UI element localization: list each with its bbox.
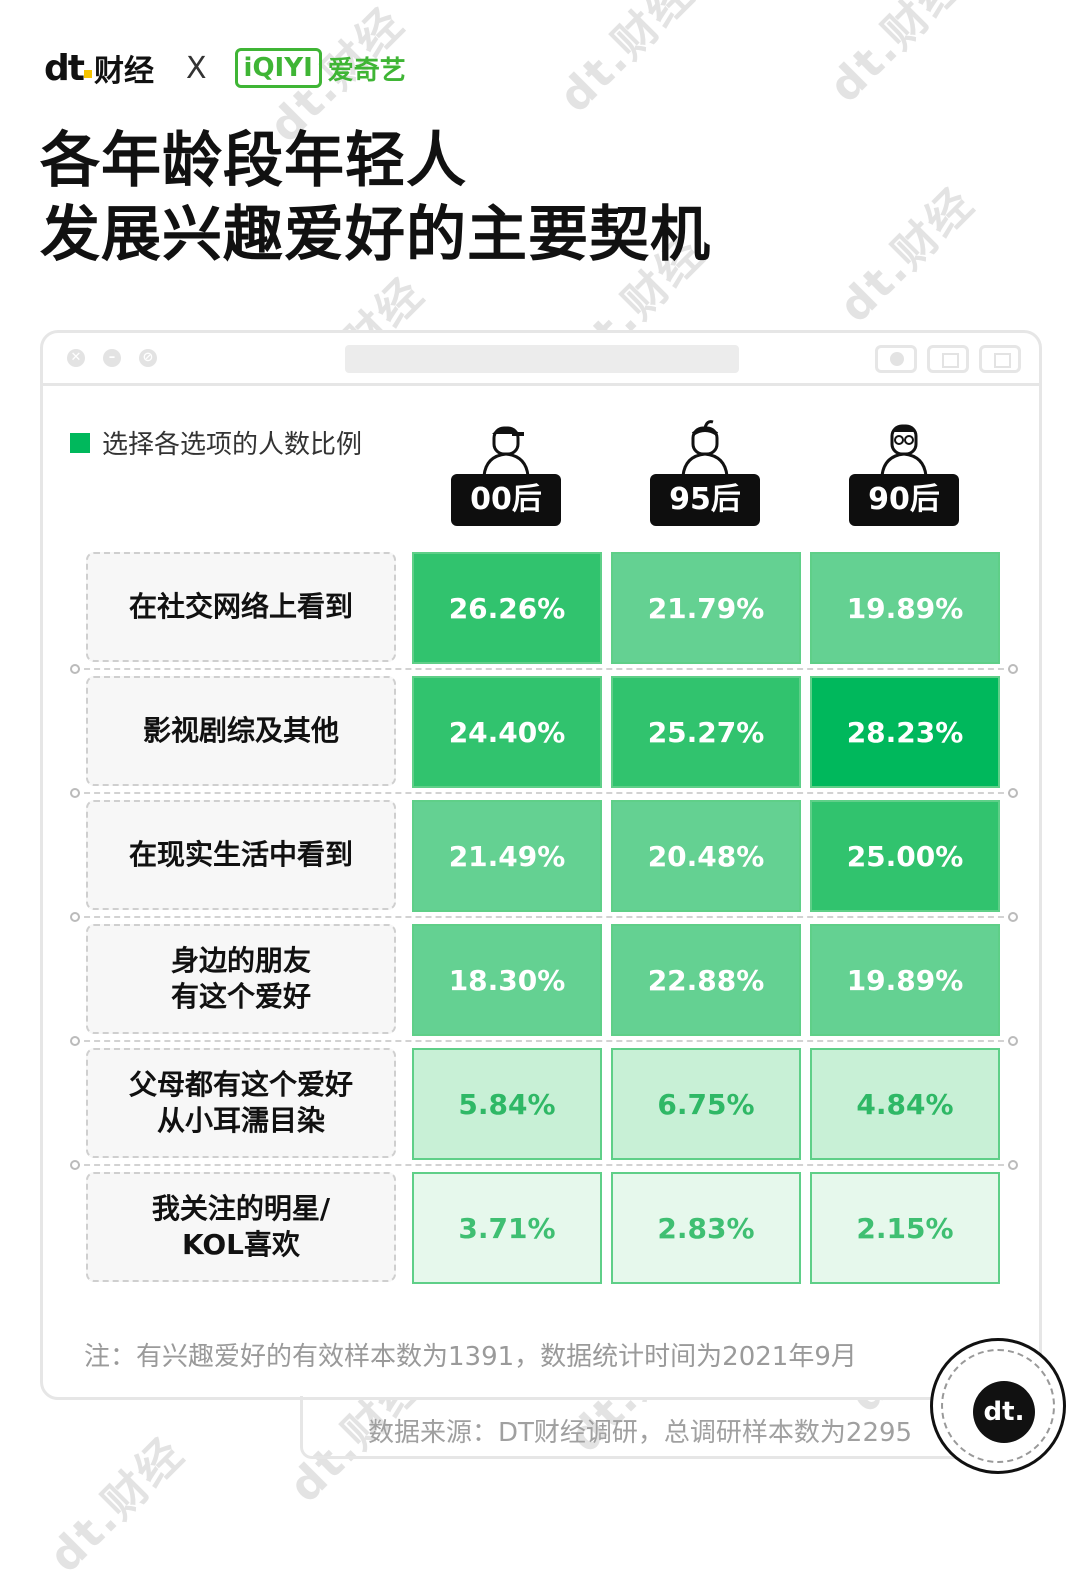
- legend: 选择各选项的人数比例: [70, 424, 362, 461]
- dt-brand-name: 财经: [93, 54, 154, 89]
- row-label: 在社交网络上看到: [86, 552, 396, 662]
- row-divider: [70, 1036, 1018, 1046]
- table-cell: 2.83%: [611, 1172, 801, 1284]
- table-cell: 5.84%: [412, 1048, 602, 1160]
- row-divider: [70, 788, 1018, 798]
- dt-mark: dt: [44, 47, 85, 89]
- person-sprout-icon: [681, 420, 729, 476]
- person-cap-icon: [482, 426, 530, 476]
- legend-label: 选择各选项的人数比例: [102, 430, 363, 460]
- cross-separator: X: [185, 50, 207, 86]
- person-glasses-icon: [880, 424, 928, 476]
- column-header-90: 90后: [849, 420, 959, 526]
- copy-icon: [979, 345, 1021, 373]
- title-line-1: 各年龄段年轻人: [40, 126, 467, 196]
- row-label: 影视剧综及其他: [86, 676, 396, 786]
- table-cell: 18.30%: [412, 924, 602, 1036]
- table-cell: 3.71%: [412, 1172, 602, 1284]
- column-header-00: 00后: [451, 420, 561, 526]
- brand-bar: dt 财经 X iQIYI 爱奇艺: [44, 40, 406, 96]
- column-label: 90后: [849, 474, 959, 526]
- share-icon: [927, 345, 969, 373]
- table-cell: 21.79%: [611, 552, 801, 664]
- table-cell: 24.40%: [412, 676, 602, 788]
- badge-logo: dt.: [973, 1381, 1035, 1443]
- dt-finance-logo: dt 财经: [44, 46, 154, 90]
- table-cell: 19.89%: [810, 924, 1000, 1036]
- row-divider: [70, 912, 1018, 922]
- row-divider: [70, 664, 1018, 674]
- iqiyi-logo: iQIYI: [234, 48, 322, 88]
- table-cell: 22.88%: [611, 924, 801, 1036]
- iqiyi-brand-name: 爱奇艺: [327, 55, 406, 86]
- browser-toolbar: ✕ – ⊘: [43, 333, 1039, 386]
- data-source: 数据来源：DT财经调研，总调研样本数为2295: [368, 1418, 913, 1448]
- badge-ring: [941, 1349, 1055, 1463]
- column-label: 95后: [650, 474, 760, 526]
- table-cell: 6.75%: [611, 1048, 801, 1160]
- table-cell: 28.23%: [810, 676, 1000, 788]
- close-icon: ✕: [67, 349, 85, 367]
- title-line-2: 发展兴趣爱好的主要契机: [40, 200, 711, 270]
- page-title: 各年龄段年轻人 发展兴趣爱好的主要契机: [40, 124, 711, 272]
- table-cell: 25.27%: [611, 676, 801, 788]
- record-icon: [875, 345, 917, 373]
- row-label: 在现实生活中看到: [86, 800, 396, 910]
- legend-swatch: [70, 432, 90, 453]
- footnote: 注：有兴趣爱好的有效样本数为1391，数据统计时间为2021年9月: [84, 1342, 857, 1372]
- block-icon: ⊘: [139, 349, 157, 367]
- watermark-text: dt.财经: [549, 0, 704, 123]
- table-cell: 19.89%: [810, 552, 1000, 664]
- row-label: 父母都有这个爱好 从小耳濡目染: [86, 1048, 396, 1158]
- column-label: 00后: [451, 474, 561, 526]
- watermark-text: dt.财经: [829, 178, 984, 333]
- watermark-text: dt.财经: [39, 1428, 194, 1583]
- column-header-95: 95后: [650, 420, 760, 526]
- row-label: 我关注的明星/ KOL喜欢: [86, 1172, 396, 1282]
- address-bar: [345, 345, 739, 373]
- table-cell: 26.26%: [412, 552, 602, 664]
- table-cell: 21.49%: [412, 800, 602, 912]
- table-cell: 2.15%: [810, 1172, 1000, 1284]
- table-cell: 25.00%: [810, 800, 1000, 912]
- row-divider: [70, 1160, 1018, 1170]
- minimize-icon: –: [103, 349, 121, 367]
- row-label: 身边的朋友 有这个爱好: [86, 924, 396, 1034]
- table-cell: 20.48%: [611, 800, 801, 912]
- watermark-text: dt.财经: [819, 0, 974, 113]
- dt-logo-dot: [83, 70, 92, 78]
- table-cell: 4.84%: [810, 1048, 1000, 1160]
- dt-badge: dt.: [930, 1338, 1066, 1474]
